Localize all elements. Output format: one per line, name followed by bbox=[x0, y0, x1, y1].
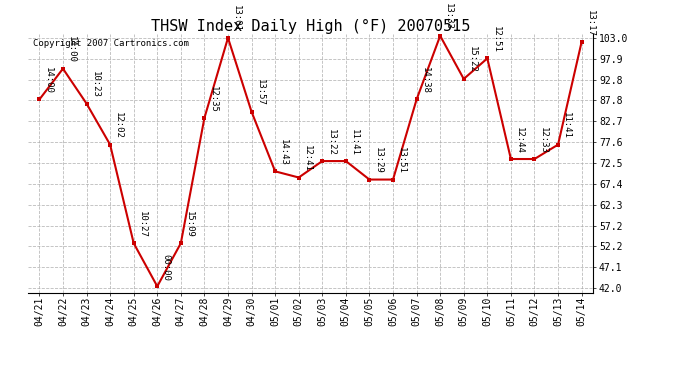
Text: 15:22: 15:22 bbox=[468, 46, 477, 74]
Text: 13:22: 13:22 bbox=[326, 129, 335, 156]
Text: 13:17: 13:17 bbox=[586, 9, 595, 36]
Text: 13:51: 13:51 bbox=[397, 147, 406, 174]
Text: 12:33: 12:33 bbox=[539, 127, 548, 153]
Text: 12:02: 12:02 bbox=[115, 112, 124, 139]
Text: 10:27: 10:27 bbox=[138, 211, 147, 238]
Text: 13:29: 13:29 bbox=[373, 147, 382, 174]
Text: 12:41: 12:41 bbox=[303, 145, 312, 172]
Text: 12:44: 12:44 bbox=[515, 127, 524, 153]
Text: 13:33: 13:33 bbox=[444, 3, 453, 30]
Text: 00:00: 00:00 bbox=[161, 254, 170, 281]
Text: 13:57: 13:57 bbox=[256, 80, 265, 106]
Text: 10:23: 10:23 bbox=[90, 71, 99, 98]
Text: 11:41: 11:41 bbox=[562, 112, 571, 139]
Text: 11:41: 11:41 bbox=[350, 129, 359, 156]
Text: 12:35: 12:35 bbox=[208, 86, 217, 112]
Text: 14:00: 14:00 bbox=[43, 67, 52, 94]
Text: 15:09: 15:09 bbox=[185, 211, 194, 238]
Text: 14:38: 14:38 bbox=[421, 67, 430, 94]
Text: Copyright 2007 Cartronics.com: Copyright 2007 Cartronics.com bbox=[33, 39, 189, 48]
Text: 12:51: 12:51 bbox=[491, 26, 500, 53]
Text: 14:43: 14:43 bbox=[279, 139, 288, 166]
Text: 14:00: 14:00 bbox=[67, 36, 76, 63]
Text: 13:01: 13:01 bbox=[232, 5, 241, 32]
Text: THSW Index Daily High (°F) 20070515: THSW Index Daily High (°F) 20070515 bbox=[151, 19, 470, 34]
